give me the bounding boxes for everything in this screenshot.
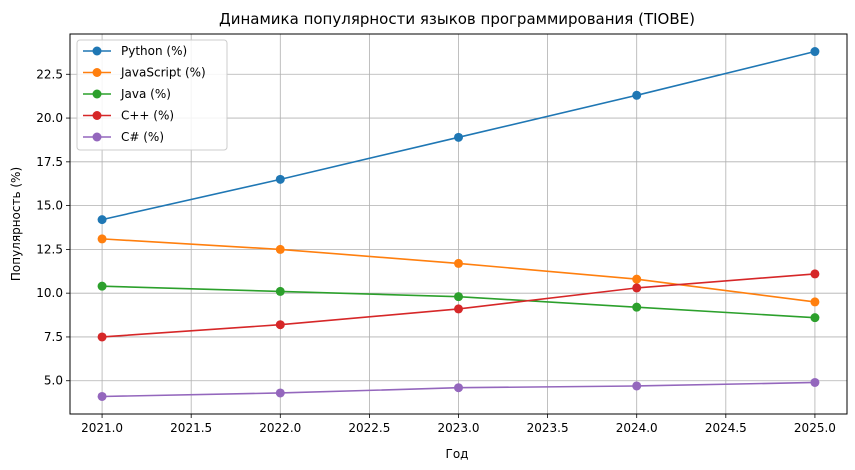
y-tick-label: 17.5	[36, 155, 63, 169]
legend-label: C++ (%)	[121, 109, 174, 123]
chart-title: Динамика популярности языков программиро…	[219, 10, 695, 28]
series-javascript	[97, 234, 820, 307]
series-python	[97, 47, 820, 225]
x-tick-label: 2022.0	[259, 421, 301, 435]
legend-marker	[92, 46, 102, 56]
legend-item: Python (%)	[83, 44, 187, 58]
legend-label: Java (%)	[120, 87, 171, 101]
data-point	[97, 332, 107, 342]
x-tick-label: 2023.5	[527, 421, 569, 435]
x-tick-label: 2025.0	[794, 421, 836, 435]
x-tick-label: 2021.0	[81, 421, 123, 435]
grid	[70, 34, 847, 414]
y-tick-label: 22.5	[36, 67, 63, 81]
data-point	[810, 47, 820, 57]
data-point	[810, 313, 820, 323]
series-cpp	[97, 269, 820, 342]
legend-box	[76, 39, 228, 151]
data-point	[275, 388, 285, 398]
data-point	[454, 304, 463, 314]
series-java	[97, 281, 820, 323]
y-axis-ticks: 5.0 7.5 10.0 12.5 15.0 17.5 20.0 22.5	[36, 67, 70, 388]
data-point	[454, 292, 463, 302]
legend-label: JavaScript (%)	[120, 66, 206, 80]
legend-item: C# (%)	[83, 130, 164, 144]
series-csharp	[97, 377, 820, 401]
data-point	[632, 283, 642, 293]
x-tick-label: 2021.5	[170, 421, 212, 435]
legend-item: Java (%)	[83, 87, 171, 101]
y-tick-label: 12.5	[36, 242, 63, 256]
y-tick-label: 7.5	[44, 330, 63, 344]
series-group	[97, 47, 820, 401]
x-tick-label: 2023.0	[438, 421, 480, 435]
x-tick-label: 2024.5	[705, 421, 747, 435]
data-point	[97, 391, 107, 401]
data-point	[810, 269, 820, 279]
x-tick-label: 2022.5	[348, 421, 390, 435]
legend-label: C# (%)	[121, 130, 164, 144]
x-axis-ticks: 2021.0 2021.5 2022.0 2022.5 2023.0 2023.5 2024…	[81, 414, 836, 435]
legend-item: C++ (%)	[83, 109, 174, 123]
data-point	[275, 174, 285, 184]
data-point	[275, 286, 285, 296]
legend: Python (%) JavaScript (%) Java (%) C++ (%) C…	[76, 39, 228, 151]
data-point	[97, 215, 107, 225]
data-point	[454, 258, 463, 268]
x-axis-label: Год	[446, 447, 469, 461]
x-tick-label: 2024.0	[616, 421, 658, 435]
legend-item: JavaScript (%)	[83, 66, 206, 80]
data-point	[275, 320, 285, 330]
y-tick-label: 20.0	[36, 111, 63, 125]
data-point	[632, 302, 642, 312]
y-axis-label: Популярность (%)	[9, 167, 23, 281]
data-point	[97, 281, 107, 291]
y-tick-label: 10.0	[36, 286, 63, 300]
legend-marker	[92, 68, 102, 77]
y-tick-label: 15.0	[36, 199, 63, 213]
data-point	[454, 132, 463, 142]
data-point	[275, 244, 285, 254]
legend-marker	[92, 111, 102, 120]
data-point	[97, 234, 107, 244]
data-point	[810, 377, 820, 387]
y-tick-label: 5.0	[44, 374, 63, 388]
data-point	[454, 383, 463, 393]
legend-marker	[92, 132, 102, 142]
legend-label: Python (%)	[121, 44, 187, 58]
data-point	[632, 381, 642, 391]
legend-marker	[92, 89, 102, 99]
data-point	[632, 274, 642, 284]
data-point	[632, 90, 642, 100]
data-point	[810, 297, 820, 307]
